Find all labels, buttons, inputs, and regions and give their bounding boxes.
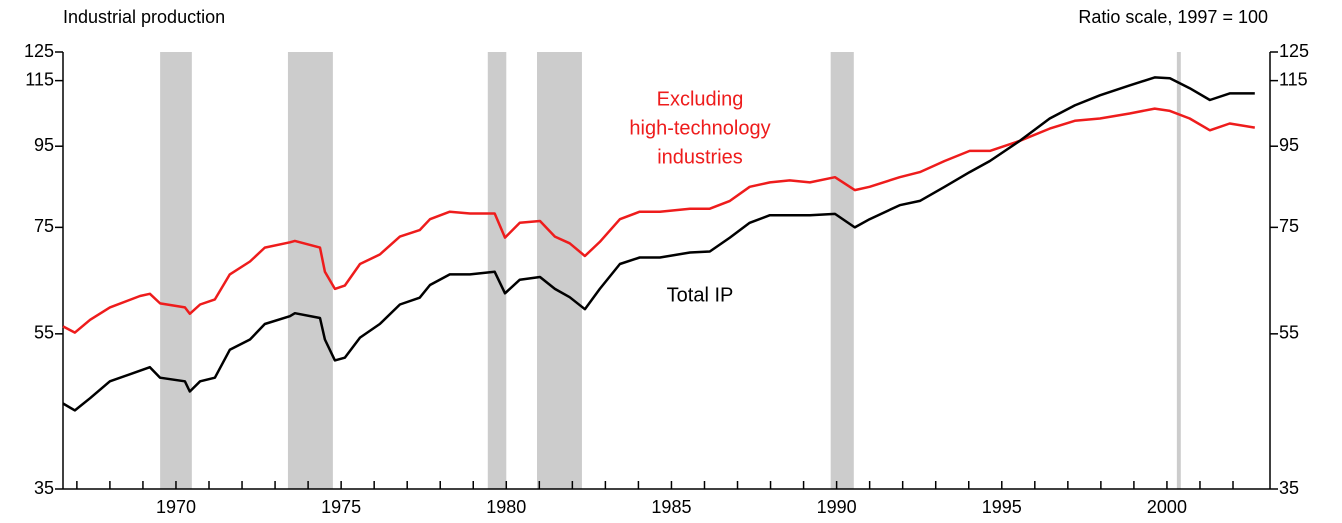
x-tick-label: 1980 (486, 497, 526, 517)
recession-band (537, 52, 582, 489)
y-tick-label-left: 75 (34, 216, 54, 236)
y-tick-label-right: 35 (1279, 478, 1299, 498)
series-label: Total IP (667, 284, 734, 306)
x-tick-label: 1995 (982, 497, 1022, 517)
x-tick-label: 1985 (651, 497, 691, 517)
y-tick-label-right: 55 (1279, 323, 1299, 343)
series-label: industries (657, 146, 743, 168)
recession-band (487, 52, 507, 489)
recession-band (830, 52, 854, 489)
x-tick-label: 2000 (1147, 497, 1187, 517)
x-tick-label: 1970 (156, 497, 196, 517)
series-line (62, 76, 1255, 412)
recession-band (160, 52, 192, 489)
y-tick-label-right: 75 (1279, 216, 1299, 236)
scale-note: Ratio scale, 1997 = 100 (1078, 7, 1268, 27)
x-tick-label: 1990 (817, 497, 857, 517)
y-tick-label-right: 115 (1279, 69, 1308, 89)
series-label: high-technology (629, 117, 770, 139)
y-tick-label-right: 95 (1279, 135, 1299, 155)
series-line (62, 107, 1256, 334)
recession-band (287, 52, 333, 489)
x-tick-label: 1975 (321, 497, 361, 517)
y-axis-label: Industrial production (63, 7, 225, 27)
series-label: Excluding (657, 88, 744, 110)
y-tick-label-left: 125 (24, 41, 54, 61)
recession-band (1176, 52, 1181, 489)
y-tick-label-left: 55 (34, 323, 54, 343)
y-tick-label-left: 95 (34, 135, 54, 155)
y-tick-label-left: 115 (25, 69, 54, 89)
y-tick-label-left: 35 (34, 478, 54, 498)
y-tick-label-right: 125 (1279, 41, 1309, 61)
